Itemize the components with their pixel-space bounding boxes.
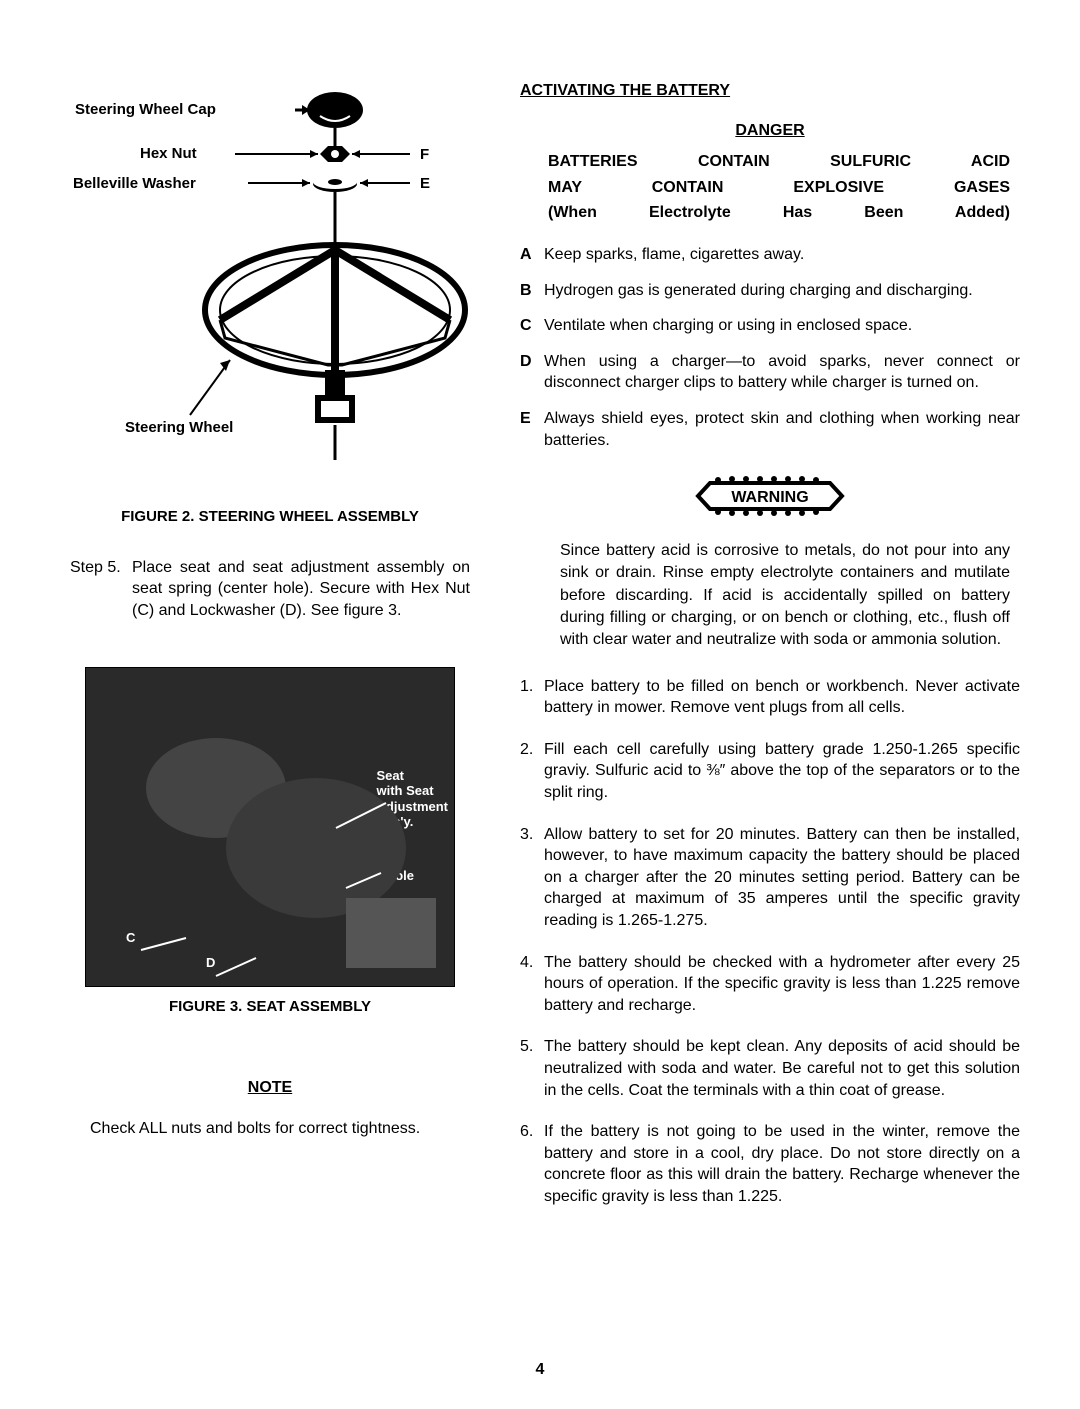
battery-step-number: 2. [520, 739, 544, 804]
battery-step-text: Fill each cell carefully using battery g… [544, 739, 1020, 804]
label-e: E [420, 175, 430, 192]
figure-3-caption: FIGURE 3. SEAT ASSEMBLY [70, 997, 470, 1017]
battery-step: 5.The battery should be kept clean. Any … [520, 1036, 1020, 1101]
battery-step: 2.Fill each cell carefully using battery… [520, 739, 1020, 804]
battery-step: 1.Place battery to be filled on bench or… [520, 676, 1020, 719]
label-washer: Belleville Washer [73, 175, 196, 192]
danger-item: EAlways shield eyes, protect skin and cl… [520, 408, 1020, 451]
battery-step: 3.Allow battery to set for 20 minutes. B… [520, 824, 1020, 932]
battery-step-text: The battery should be kept clean. Any de… [544, 1036, 1020, 1101]
battery-step-number: 5. [520, 1036, 544, 1101]
step-5: Step 5. Place seat and seat adjustment a… [70, 557, 470, 622]
battery-step-number: 6. [520, 1121, 544, 1207]
note-text: Check ALL nuts and bolts for correct tig… [90, 1118, 450, 1140]
warning-label: WARNING [731, 489, 808, 506]
note-title: NOTE [70, 1077, 470, 1099]
battery-step-text: Place battery to be filled on bench or w… [544, 676, 1020, 719]
danger-head-3: (When Electrolyte Has Been Added) [548, 200, 1010, 226]
danger-item-text: When using a charger—to avoid sparks, ne… [544, 351, 1020, 394]
battery-step-text: Allow battery to set for 20 minutes. Bat… [544, 824, 1020, 932]
label-cap: Steering Wheel Cap [75, 101, 216, 118]
page-number: 4 [536, 1359, 545, 1381]
battery-step-text: The battery should be checked with a hyd… [544, 952, 1020, 1017]
battery-step-number: 1. [520, 676, 544, 719]
danger-item-letter: B [520, 280, 544, 302]
figure-2-diagram: Steering Wheel Cap Hex Nut F Belleville … [70, 80, 470, 527]
label-f: F [420, 146, 429, 163]
step-5-text: Place seat and seat adjustment assembly … [132, 557, 470, 622]
figure-3-photo: Seatwith SeatAdjustmentAss'y. Center Hol… [85, 667, 455, 987]
figure-2-caption: FIGURE 2. STEERING WHEEL ASSEMBLY [70, 507, 470, 527]
danger-item-text: Ventilate when charging or using in encl… [544, 315, 1020, 337]
battery-step: 4.The battery should be checked with a h… [520, 952, 1020, 1017]
danger-item-letter: E [520, 408, 544, 451]
danger-item: AKeep sparks, flame, cigarettes away. [520, 244, 1020, 266]
danger-head-2: MAY CONTAIN EXPLOSIVE GASES [548, 175, 1010, 201]
danger-item: CVentilate when charging or using in enc… [520, 315, 1020, 337]
danger-title: DANGER [520, 120, 1020, 142]
danger-item-letter: C [520, 315, 544, 337]
battery-step: 6.If the battery is not going to be used… [520, 1121, 1020, 1207]
warning-banner: WARNING [520, 471, 1020, 528]
danger-item-text: Always shield eyes, protect skin and clo… [544, 408, 1020, 451]
step-5-label: Step 5. [70, 557, 132, 622]
danger-head-1: BATTERIES CONTAIN SULFURIC ACID [548, 149, 1010, 175]
danger-item: DWhen using a charger—to avoid sparks, n… [520, 351, 1020, 394]
danger-item-text: Keep sparks, flame, cigarettes away. [544, 244, 1020, 266]
warning-text: Since battery acid is corrosive to metal… [560, 540, 1010, 652]
battery-step-number: 4. [520, 952, 544, 1017]
danger-item: BHydrogen gas is generated during chargi… [520, 280, 1020, 302]
danger-item-text: Hydrogen gas is generated during chargin… [544, 280, 1020, 302]
label-nut: Hex Nut [140, 145, 197, 162]
section-title: ACTIVATING THE BATTERY [520, 80, 1020, 102]
danger-item-letter: A [520, 244, 544, 266]
battery-step-number: 3. [520, 824, 544, 932]
battery-step-text: If the battery is not going to be used i… [544, 1121, 1020, 1207]
danger-item-letter: D [520, 351, 544, 394]
label-wheel: Steering Wheel [125, 419, 233, 436]
